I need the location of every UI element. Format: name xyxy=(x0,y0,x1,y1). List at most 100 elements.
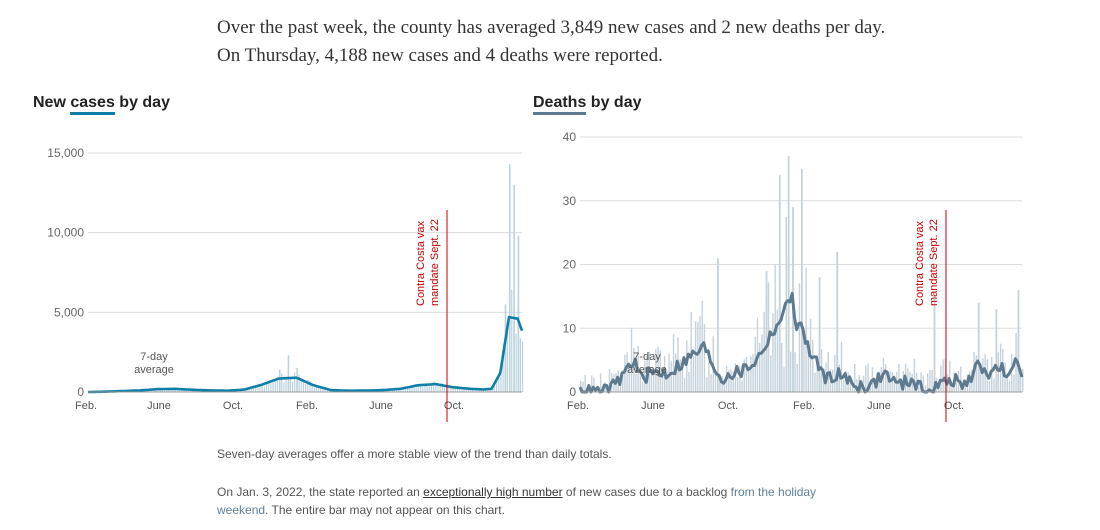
cases-daily-bar xyxy=(242,390,244,392)
deaths-daily-bar xyxy=(705,377,708,392)
cases-daily-bar xyxy=(250,386,252,392)
deaths-daily-bar xyxy=(991,357,993,392)
deaths-daily-bar xyxy=(743,359,745,392)
deaths-daily-bar xyxy=(803,341,805,392)
cases-daily-bar xyxy=(163,389,166,392)
deaths-daily-bar xyxy=(949,360,951,392)
cases-daily-bar xyxy=(406,387,409,392)
deaths-daily-bar xyxy=(661,372,664,392)
cases-daily-bar xyxy=(450,385,452,392)
cases-daily-bar xyxy=(302,380,305,392)
deaths-daily-bar xyxy=(670,361,673,392)
cases-daily-bar xyxy=(515,333,517,392)
note-backlog: On Jan. 3, 2022, the state reported an e… xyxy=(217,483,857,519)
deaths-daily-bar xyxy=(851,385,854,392)
deaths-spike-bar xyxy=(933,296,936,392)
deaths-daily-bar xyxy=(993,378,995,392)
cases-y-tick-label: 5,000 xyxy=(54,305,84,319)
note-backlog-part1: On Jan. 3, 2022, the state reported an xyxy=(217,485,424,499)
deaths-daily-bar xyxy=(931,369,933,392)
cases-daily-bar xyxy=(502,352,504,392)
deaths-daily-bar xyxy=(747,369,750,392)
cases-daily-bar xyxy=(409,388,411,392)
deaths-daily-bar xyxy=(944,358,947,392)
cases-daily-bar xyxy=(255,385,257,392)
cases-daily-bar xyxy=(326,389,328,392)
deaths-daily-bar xyxy=(898,364,900,392)
cases-daily-bar xyxy=(433,381,435,392)
deaths-daily-bar xyxy=(926,373,929,392)
deaths-annotation-label-line2: mandate Sept. 22 xyxy=(928,219,940,306)
cases-daily-bar xyxy=(259,384,261,392)
deaths-daily-bar xyxy=(633,348,635,392)
deaths-x-tick-label: June xyxy=(641,400,665,412)
deaths-daily-bar xyxy=(728,370,730,392)
deaths-daily-bar xyxy=(639,375,642,392)
cases-daily-bar xyxy=(413,387,415,392)
deaths-daily-bar xyxy=(652,367,655,392)
deaths-y-tick-label: 40 xyxy=(563,130,577,144)
deaths-daily-bar xyxy=(761,334,763,392)
deaths-daily-bar xyxy=(752,354,754,392)
cases-daily-bar xyxy=(322,387,324,392)
cases-daily-bar xyxy=(465,387,467,392)
deaths-daily-bar xyxy=(580,380,582,392)
cases-daily-bar xyxy=(417,386,420,392)
deaths-daily-bar xyxy=(814,372,816,392)
cases-daily-bar xyxy=(174,389,176,392)
deaths-daily-bar xyxy=(630,327,633,392)
holiday-weekend-link[interactable]: from the holiday weekend xyxy=(217,485,817,517)
deaths-daily-bar xyxy=(593,377,595,392)
deaths-daily-bar xyxy=(796,363,798,392)
cases-annotation-label-line1: Contra Costa vax xyxy=(415,221,427,306)
cases-daily-bar xyxy=(285,379,287,392)
deaths-daily-bar xyxy=(719,373,721,392)
deaths-daily-bar xyxy=(710,373,712,392)
deaths-daily-bar xyxy=(849,383,852,392)
deaths-daily-bar xyxy=(679,359,681,392)
deaths-spike-bar xyxy=(836,251,839,392)
cases-daily-bar xyxy=(261,384,263,392)
deaths-daily-bar xyxy=(650,369,653,392)
deaths-average-label-line1: 7-day xyxy=(633,351,661,363)
cases-daily-bar xyxy=(478,389,480,392)
cases-daily-bar xyxy=(248,387,250,392)
cases-daily-bar xyxy=(311,385,313,392)
deaths-daily-bar xyxy=(884,364,887,392)
deaths-daily-bar xyxy=(635,373,637,392)
cases-daily-bar xyxy=(469,388,472,392)
deaths-daily-bar xyxy=(668,353,670,392)
cases-daily-bar xyxy=(420,385,422,392)
cases-daily-bar xyxy=(396,389,398,392)
deaths-y-tick-label: 10 xyxy=(563,321,577,335)
cases-daily-bar xyxy=(318,385,320,392)
cases-daily-bar xyxy=(161,389,163,392)
cases-daily-bar xyxy=(426,384,428,392)
deaths-average-label-line2: average xyxy=(627,364,667,376)
cases-average-label-line2: average xyxy=(134,364,174,376)
cases-chart-title: New cases by day xyxy=(33,94,170,115)
deaths-daily-bar xyxy=(750,356,752,392)
cases-daily-bar xyxy=(166,388,168,392)
cases-x-tick-label: June xyxy=(369,400,393,412)
exceptionally-high-number-link[interactable]: exceptionally high number xyxy=(423,485,563,499)
deaths-daily-bar xyxy=(1008,380,1011,392)
deaths-y-tick-label: 0 xyxy=(569,385,576,399)
deaths-spike-bar xyxy=(818,277,821,392)
cases-daily-bar xyxy=(506,334,509,392)
deaths-daily-bar xyxy=(734,363,737,392)
cases-daily-bar xyxy=(300,378,302,392)
cases-daily-bar xyxy=(257,384,259,392)
deaths-daily-bar xyxy=(694,321,697,392)
cases-daily-bar xyxy=(252,385,255,392)
deaths-daily-bar xyxy=(964,379,966,392)
cases-daily-bar xyxy=(489,389,491,392)
deaths-daily-bar xyxy=(955,382,958,392)
cases-x-tick-label: Feb. xyxy=(296,400,318,412)
cases-daily-bar xyxy=(430,383,433,392)
cases-daily-bar xyxy=(461,387,463,392)
deaths-daily-bar xyxy=(918,387,920,392)
deaths-spike-bar xyxy=(717,258,719,392)
